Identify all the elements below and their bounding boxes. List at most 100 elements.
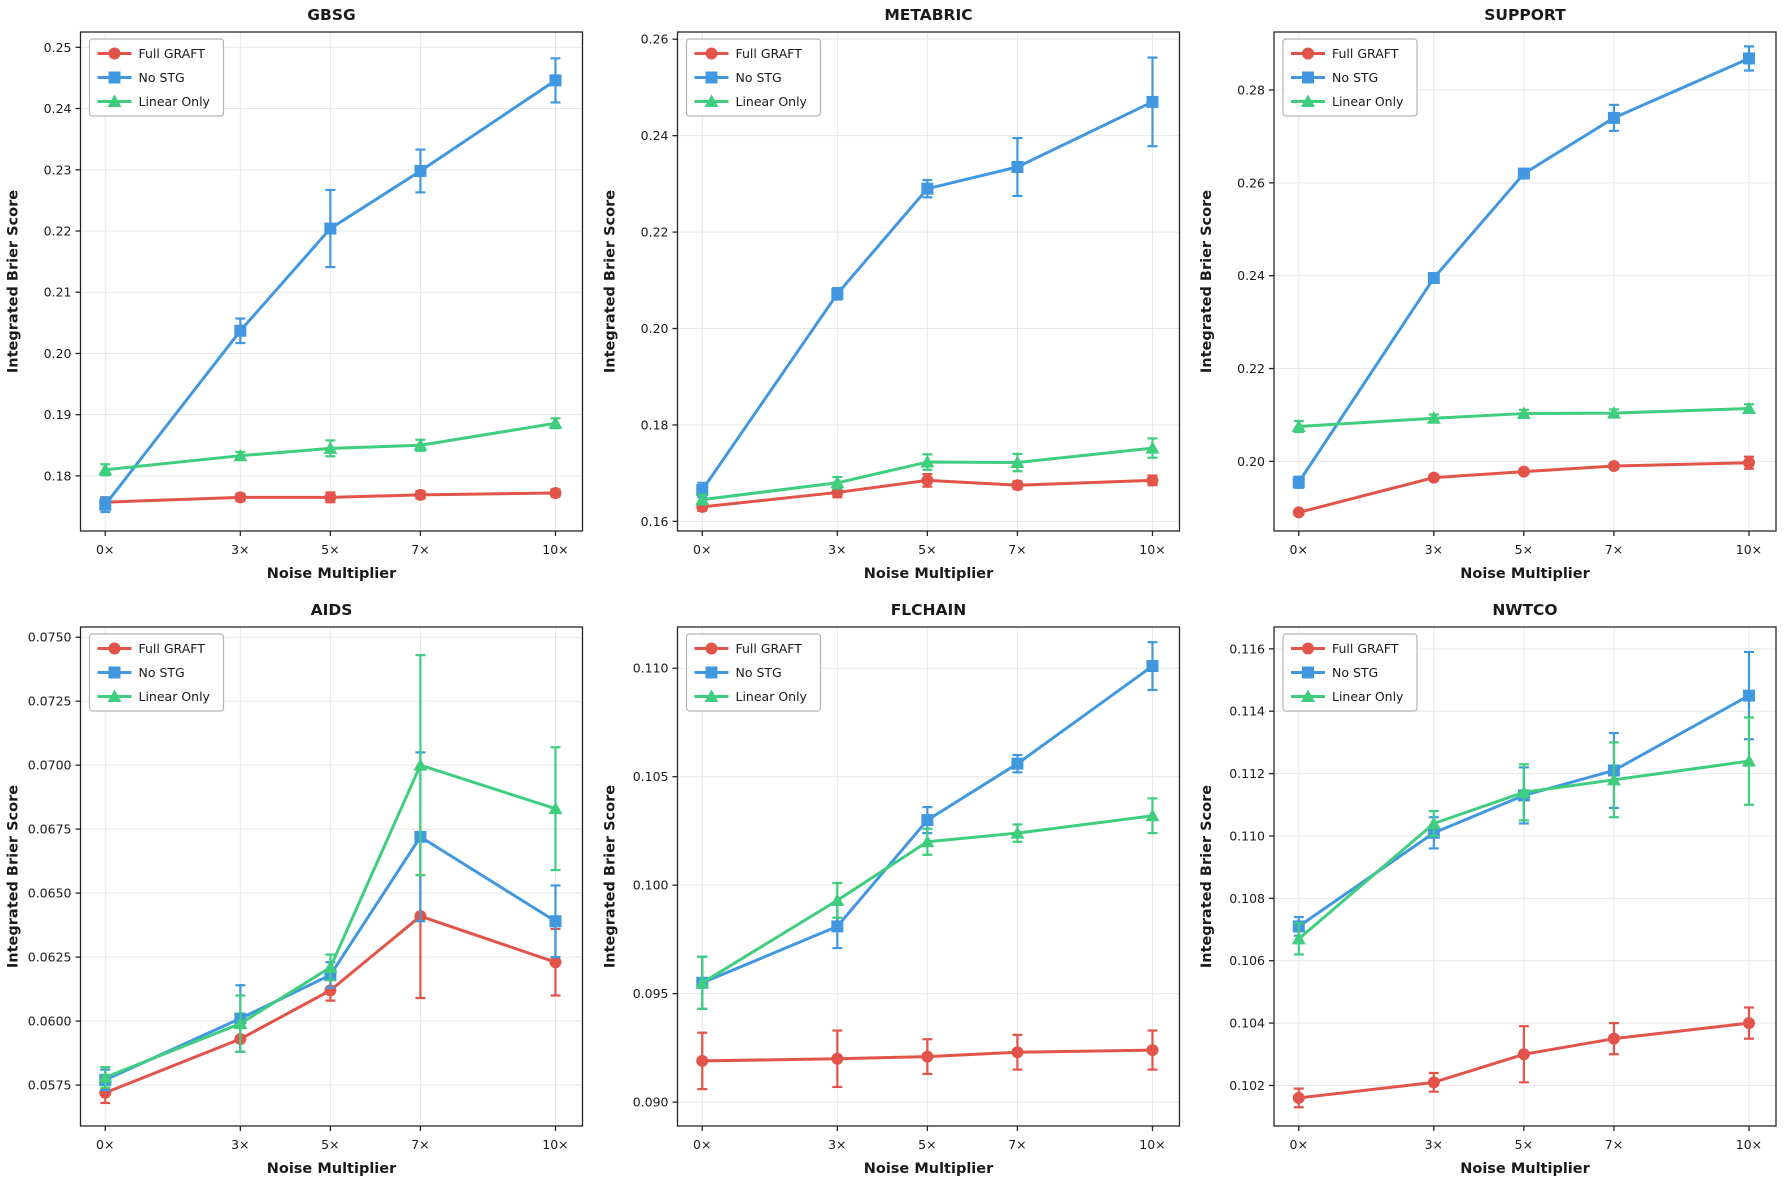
data-point-marker — [921, 1050, 934, 1063]
data-point-marker — [830, 893, 845, 906]
data-point-marker — [696, 1054, 709, 1067]
axes-frame — [75, 626, 584, 1131]
legend-label: Full GRAFT — [1332, 46, 1399, 61]
svg-text:3×: 3× — [1425, 542, 1443, 557]
legend-marker-triangle — [704, 94, 719, 107]
x-axis-label: Noise Multiplier — [267, 566, 397, 582]
data-point-marker — [549, 915, 562, 928]
chart-panel-support: 0.20 0.22 0.24 0.26 0.28 0× 3× 5× 7× 10× SUPPORT No… — [1194, 0, 1790, 595]
svg-text:5×: 5× — [1515, 1137, 1533, 1152]
y-axis-label: Integrated Brier Score — [1199, 785, 1215, 968]
legend-label: No STG — [139, 70, 185, 85]
data-point-marker — [413, 758, 428, 771]
data-point-marker — [830, 475, 845, 489]
svg-text:5×: 5× — [1515, 542, 1533, 557]
legend-label: Full GRAFT — [139, 641, 206, 656]
axes-frame — [672, 31, 1181, 536]
data-point-marker — [696, 484, 709, 497]
svg-text:0.110: 0.110 — [1229, 828, 1265, 843]
svg-text:0.24: 0.24 — [1237, 268, 1265, 283]
tick-labels: 0.0575 0.0600 0.0625 0.0650 0.0675 0.0700 0.07… — [28, 630, 569, 1152]
data-point-marker — [413, 438, 428, 451]
axes-frame — [1269, 31, 1777, 536]
legend-marker-square — [108, 71, 121, 84]
svg-text:5×: 5× — [918, 1137, 936, 1152]
legend-label: Full GRAFT — [736, 641, 803, 656]
svg-text:0.20: 0.20 — [641, 321, 669, 336]
data-point-marker — [831, 287, 844, 300]
data-point-marker — [233, 1016, 248, 1030]
data-point-marker — [1426, 411, 1441, 424]
chart-panel-aids: 0.0575 0.0600 0.0625 0.0650 0.0675 0.0700 0.07… — [0, 595, 597, 1190]
legend: Full GRAFT No STG Linear Only — [685, 633, 822, 712]
legend-label: No STG — [139, 665, 185, 680]
x-axis-label: Noise Multiplier — [864, 566, 994, 582]
data-point-marker — [324, 222, 337, 235]
y-axis-label: Integrated Brier Score — [6, 190, 22, 373]
legend-marker-circle — [705, 47, 718, 60]
data-point-marker — [1292, 506, 1305, 519]
legend-label: No STG — [1332, 665, 1378, 680]
x-axis-label: Noise Multiplier — [267, 1161, 397, 1177]
data-point-marker — [1010, 455, 1025, 469]
chart-panel-flchain: 0.090 0.095 0.100 0.105 0.110 0× 3× 5× 7× 10× FLCH… — [597, 595, 1194, 1190]
x-axis-label: Noise Multiplier — [1460, 1161, 1590, 1177]
legend-marker-circle — [1302, 642, 1314, 655]
data-point-marker — [1607, 460, 1620, 473]
legend-label: Full GRAFT — [1332, 641, 1399, 656]
svg-text:10×: 10× — [542, 1137, 568, 1152]
data-point-marker — [549, 487, 562, 500]
svg-text:5×: 5× — [321, 1137, 339, 1152]
panel-title: FLCHAIN — [891, 601, 967, 619]
svg-text:0.108: 0.108 — [1229, 891, 1265, 906]
svg-text:3×: 3× — [828, 1137, 846, 1152]
legend-marker-triangle — [1301, 689, 1315, 702]
legend: Full GRAFT No STG Linear Only — [685, 38, 822, 117]
svg-text:0.22: 0.22 — [44, 223, 72, 238]
svg-text:7×: 7× — [1008, 1137, 1026, 1152]
svg-text:0.112: 0.112 — [1229, 766, 1265, 781]
svg-text:10×: 10× — [1736, 1137, 1762, 1152]
legend-marker-triangle — [704, 689, 719, 702]
legend-marker-circle — [108, 47, 121, 60]
panel-title: METABRIC — [884, 6, 972, 24]
data-point-marker — [323, 960, 338, 973]
legend-marker-circle — [1302, 47, 1314, 60]
svg-text:0.0725: 0.0725 — [28, 694, 72, 709]
data-point-marker — [1517, 1048, 1530, 1061]
legend-label: No STG — [736, 70, 782, 85]
svg-text:0.0625: 0.0625 — [28, 950, 72, 965]
y-axis-label: Integrated Brier Score — [1199, 190, 1215, 373]
data-point-marker — [1516, 406, 1531, 420]
series-linear-only — [695, 437, 1160, 506]
data-point-marker — [920, 834, 935, 848]
legend: Full GRAFT No STG Linear Only — [88, 38, 225, 117]
svg-text:0.28: 0.28 — [1237, 83, 1265, 98]
svg-text:0.23: 0.23 — [44, 162, 72, 177]
axes-frame — [75, 31, 584, 536]
data-point-marker — [920, 455, 935, 468]
svg-text:0.24: 0.24 — [641, 128, 669, 143]
svg-text:7×: 7× — [411, 1137, 429, 1152]
data-point-marker — [1011, 160, 1024, 173]
svg-text:0.26: 0.26 — [641, 32, 669, 47]
chart-panel-gbsg: 0.18 0.19 0.20 0.21 0.22 0.23 0.24 0.25 0× 3× 5× 7×… — [0, 0, 597, 595]
x-axis-label: Noise Multiplier — [864, 1161, 994, 1177]
svg-text:0.22: 0.22 — [641, 225, 669, 240]
series-linear-only — [98, 654, 563, 1089]
chart-panel-nwtco: 0.102 0.104 0.106 0.108 0.110 0.112 0.114 0.116… — [1194, 595, 1790, 1190]
svg-text:0.20: 0.20 — [1237, 454, 1265, 469]
series-full-graft — [696, 1029, 1159, 1091]
data-point-marker — [1742, 456, 1755, 469]
svg-text:0.0650: 0.0650 — [28, 886, 72, 901]
data-point-marker — [831, 1052, 844, 1065]
svg-text:0.16: 0.16 — [641, 514, 669, 529]
data-point-marker — [1742, 1017, 1755, 1030]
tick-labels: 0.090 0.095 0.100 0.105 0.110 0× 3× 5× 7× 10× — [633, 661, 1166, 1152]
legend-label: No STG — [1332, 70, 1378, 85]
legend-marker-circle — [705, 642, 718, 655]
data-point-marker — [548, 801, 563, 815]
data-point-marker — [1010, 826, 1025, 839]
legend-marker-square — [108, 666, 121, 679]
